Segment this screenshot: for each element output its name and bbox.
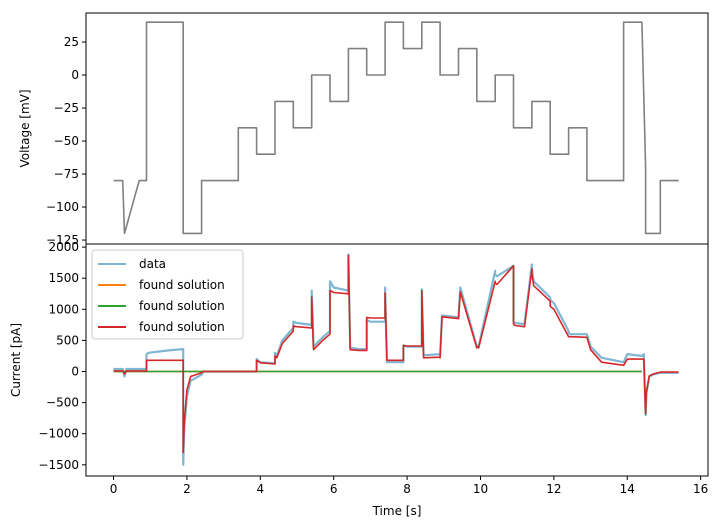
x-tick-label: 12 [546,482,561,496]
time-x-axis-label: Time [s] [372,504,422,518]
y-tick-label: 1000 [48,302,79,316]
voltage-lines [113,21,679,235]
series-line-3 [113,254,679,454]
x-tick-label: 10 [473,482,488,496]
y-tick-label: −500 [46,396,79,410]
legend-frame [91,249,244,340]
current-lines [113,253,679,466]
legend-items: data found solution found solution found so… [98,257,225,334]
y-tick-label: −125 [46,233,79,247]
y-tick-label: 0 [71,68,79,82]
series-line-0 [113,21,679,235]
current-panel: 2000 1500 1000 500 0 −500 −1000 −1500 0 2 4 6 8 10 12… [9,240,709,518]
time-x-ticks: 0 2 4 6 8 10 12 14 16 [110,476,708,496]
x-tick-label: 16 [693,482,708,496]
y-tick-label: −75 [54,167,79,181]
y-tick-label: 500 [56,333,79,347]
y-tick-label: −25 [54,101,79,115]
voltage-y-axis-label: Voltage [mV] [18,89,32,167]
current-axes-frame [85,243,709,477]
x-tick-label: 0 [110,482,118,496]
x-tick-label: 4 [256,482,264,496]
current-y-ticks: 2000 1500 1000 500 0 −500 −1000 −1500 [38,240,86,472]
legend-label-3: found solution [139,320,225,334]
y-tick-label: −100 [46,200,79,214]
current-y-axis-label: Current [pA] [9,323,23,397]
y-tick-label: −1000 [38,427,79,441]
x-tick-label: 8 [403,482,411,496]
legend: data found solution found solution found so… [91,249,244,340]
x-tick-label: 6 [330,482,338,496]
y-tick-label: 0 [71,365,79,379]
voltage-y-ticks: 25 0 −25 −50 −75 −100 −125 [46,35,86,247]
y-tick-label: 2000 [48,240,79,254]
legend-label-0: data [139,257,166,271]
legend-label-1: found solution [139,278,225,292]
x-tick-label: 14 [620,482,635,496]
x-tick-label: 2 [183,482,191,496]
y-tick-label: 25 [64,35,79,49]
legend-label-2: found solution [139,299,225,313]
y-tick-label: −1500 [38,458,79,472]
y-tick-label: 1500 [48,271,79,285]
y-tick-label: −50 [54,134,79,148]
